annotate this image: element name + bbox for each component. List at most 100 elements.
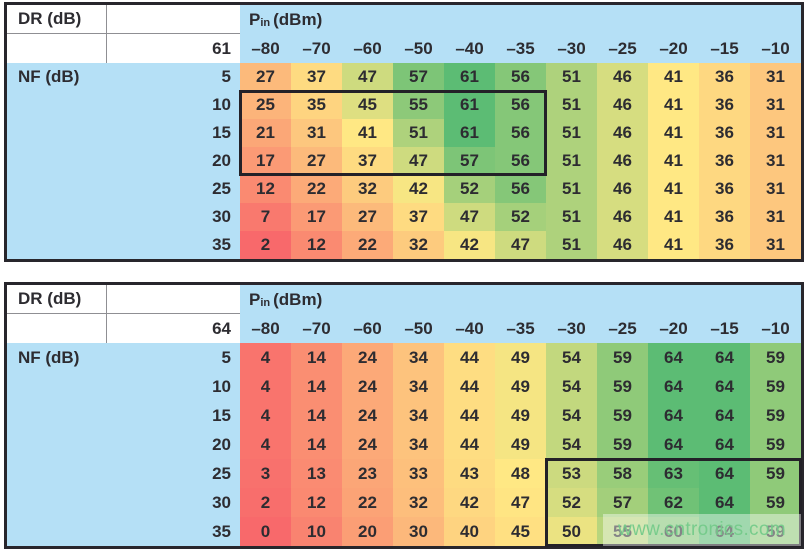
- heatmap-cell: 54: [546, 372, 597, 401]
- nf-label: [7, 488, 107, 517]
- heatmap-cell: 32: [393, 488, 444, 517]
- heatmap-cell: 17: [291, 203, 342, 231]
- col-header: –40: [444, 314, 495, 343]
- heatmap-cell: 0: [240, 517, 291, 546]
- heatmap-cell: 46: [597, 119, 648, 147]
- col-header: –70: [291, 34, 342, 63]
- pin-unit: (dBm): [273, 289, 323, 309]
- watermark-text: www.cntronics.com: [618, 519, 786, 540]
- heatmap-cell: 51: [546, 147, 597, 175]
- heatmap-cell: 62: [648, 488, 699, 517]
- row-header: 5: [107, 343, 240, 372]
- heatmap-cell: 46: [597, 63, 648, 91]
- row-header: 30: [107, 488, 240, 517]
- heatmap-cell: 13: [291, 459, 342, 488]
- heatmap-cell: 14: [291, 343, 342, 372]
- heatmap-cell: 59: [750, 401, 801, 430]
- heatmap-cell: 59: [597, 343, 648, 372]
- heatmap-cell: 34: [393, 430, 444, 459]
- heatmap-cell: 59: [750, 488, 801, 517]
- col-header: –35: [495, 314, 546, 343]
- heatmap-cell: 22: [291, 175, 342, 203]
- heatmap-cell: 14: [291, 430, 342, 459]
- heatmap-cell: 61: [444, 63, 495, 91]
- nf-label: [7, 119, 107, 147]
- nf-label: [7, 147, 107, 175]
- heatmap-cell: 42: [444, 488, 495, 517]
- nf-label: [7, 372, 107, 401]
- heatmap-cell: 59: [597, 430, 648, 459]
- heatmap-cell: 36: [699, 203, 750, 231]
- heatmap-cell: 25: [240, 91, 291, 119]
- heatmap-cell: 42: [444, 231, 495, 259]
- heatmap-cell: 64: [648, 401, 699, 430]
- dr-label-spacer: [107, 5, 240, 34]
- heatmap-cell: 44: [444, 372, 495, 401]
- heatmap-cell: 59: [750, 517, 801, 546]
- heatmap-cell: 12: [240, 175, 291, 203]
- dr-value-spacer: [7, 314, 107, 343]
- heatmap-cell: 54: [546, 343, 597, 372]
- heatmap-cell: 41: [648, 119, 699, 147]
- heatmap-cell: 56: [495, 147, 546, 175]
- heatmap-cell: 59: [597, 401, 648, 430]
- heatmap-cell: 49: [495, 372, 546, 401]
- heatmap-cell: 44: [444, 343, 495, 372]
- nf-label: [7, 401, 107, 430]
- heatmap-cell: 64: [699, 343, 750, 372]
- heatmap-cell: 17: [240, 147, 291, 175]
- heatmap-cell: 64: [699, 459, 750, 488]
- heatmap-cell: 61: [444, 119, 495, 147]
- heatmap-cell: 49: [495, 430, 546, 459]
- heatmap-cell: 56: [495, 91, 546, 119]
- heatmap-cell: 47: [393, 147, 444, 175]
- heatmap-cell: 59: [750, 459, 801, 488]
- heatmap-cell: 51: [546, 203, 597, 231]
- heatmap-cell: 30: [393, 517, 444, 546]
- row-header: 35: [107, 517, 240, 546]
- heatmap-cell: 4: [240, 430, 291, 459]
- col-header: –60: [342, 314, 393, 343]
- nf-label: [7, 430, 107, 459]
- heatmap-cell: 59: [750, 343, 801, 372]
- row-header: 25: [107, 459, 240, 488]
- heatmap-cell: 64: [699, 488, 750, 517]
- heatmap-cell: 4: [240, 372, 291, 401]
- heatmap-cell: 34: [393, 343, 444, 372]
- heatmap-cell: 41: [648, 63, 699, 91]
- heatmap-cell: 52: [546, 488, 597, 517]
- heatmap-cell: 14: [291, 372, 342, 401]
- heatmap-cell: 12: [291, 231, 342, 259]
- heatmap-cell: 46: [597, 231, 648, 259]
- heatmap-cell: 2: [240, 231, 291, 259]
- heatmap-cell: 21: [240, 119, 291, 147]
- pin-unit: (dBm): [273, 9, 323, 29]
- heatmap-cell: 57: [393, 63, 444, 91]
- row-header: 10: [107, 372, 240, 401]
- heatmap-cell: 59: [597, 372, 648, 401]
- heatmap-cell: 31: [750, 119, 801, 147]
- dr-value: 61: [107, 34, 240, 63]
- heatmap-cell: 14: [291, 401, 342, 430]
- col-header: –10: [750, 34, 801, 63]
- heatmap-cell: 42: [393, 175, 444, 203]
- heatmap-cell: 61: [444, 91, 495, 119]
- heatmap-cell: 37: [393, 203, 444, 231]
- heatmap-cell: 12: [291, 488, 342, 517]
- nf-label: [7, 91, 107, 119]
- heatmap-cell: 48: [495, 459, 546, 488]
- heatmap-cell: 46: [597, 147, 648, 175]
- heatmap-cell: 46: [597, 203, 648, 231]
- heatmap-cell: 46: [597, 175, 648, 203]
- heatmap-cell: 59: [750, 372, 801, 401]
- heatmap-cell: 43: [444, 459, 495, 488]
- row-header: 15: [107, 119, 240, 147]
- heatmap-cell: 41: [648, 91, 699, 119]
- heatmap-cell: 50: [546, 517, 597, 546]
- heatmap-cell: 56: [495, 119, 546, 147]
- heatmap-cell: 40: [444, 517, 495, 546]
- heatmap-cell: 34: [393, 372, 444, 401]
- heatmap-cell: 36: [699, 147, 750, 175]
